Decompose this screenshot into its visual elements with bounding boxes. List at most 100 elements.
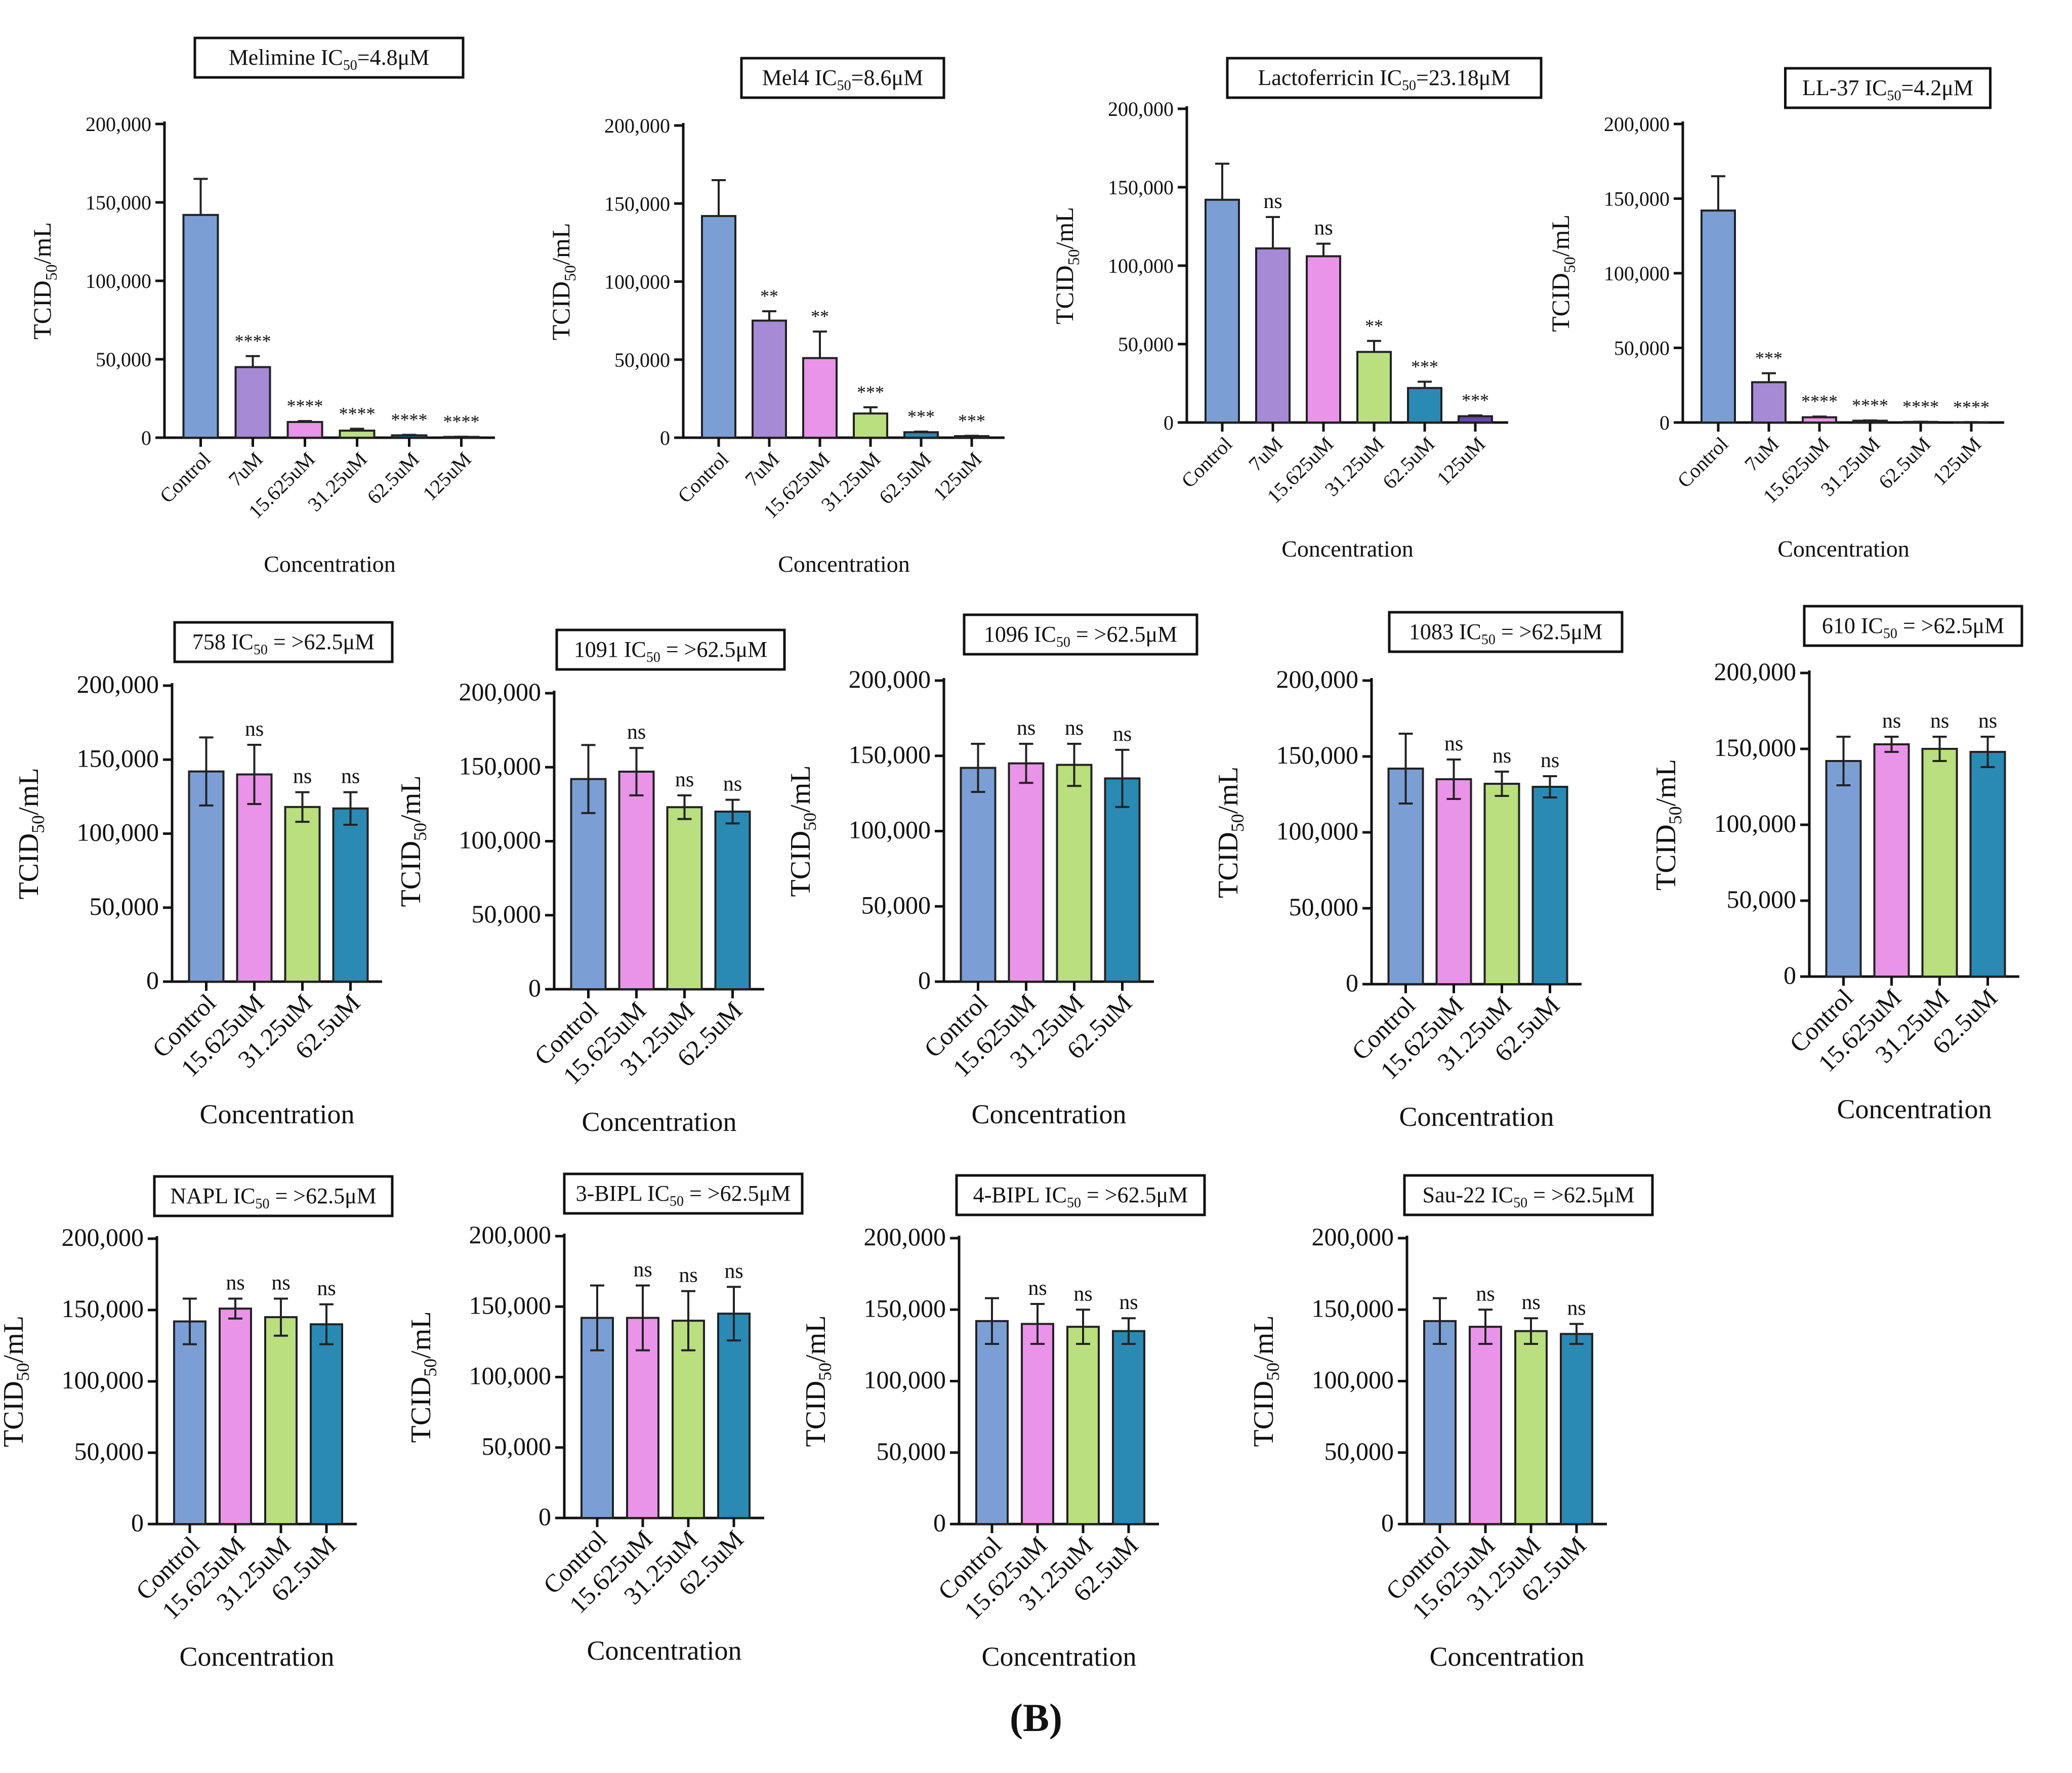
significance-label: ns [627,721,646,744]
bar-31.25uM [1921,748,1958,978]
y-tick-label: 50,000 [861,891,931,919]
chart-panel-8: 1083 IC50 = >62.5μM 0 50,000 100,000 150,000… [1213,611,1624,1132]
significance-label: ns [1930,709,1949,733]
chart-panel-12: 4-BIPL IC50 = >62.5μM 0 50,000 100,000 150,0… [800,1174,1206,1672]
bar-62.5uM [332,807,369,983]
y-tick-label: 100,000 [1312,1366,1394,1394]
bar-Control [1205,198,1240,424]
bar-31.25uM [264,1316,298,1526]
chart-panel-3: Lactoferricin IC50=23.18μM 0 50,000 100,000… [1050,57,1543,562]
y-tick-label: 0 [141,427,151,449]
significance-label: ns [1521,1291,1540,1314]
x-tick-label: 31.25uM [303,448,371,516]
chart-title: 4-BIPL IC50 = >62.5μM [973,1183,1188,1211]
y-tick-label: 200,000 [604,114,670,137]
bar-7uM [234,366,271,439]
y-tick-label: 0 [660,427,670,449]
bar-62.5uM [1112,1330,1145,1525]
x-tick-label: Control [1673,433,1732,492]
y-tick-label: 150,000 [459,751,542,780]
y-tick-label: 50,000 [614,349,670,371]
x-axis-title: Concentration [1777,536,1910,562]
y-tick-label: 100,000 [849,816,931,844]
chart-title: 610 IC50 = >62.5μM [1822,613,2004,642]
y-axis-title: TCID50/mL [1050,207,1083,324]
y-axis-title: TCID50/mL [1248,1316,1283,1447]
significance-label: ns [245,717,264,741]
bar-Control [960,767,997,983]
bar-31.25uM [1514,1330,1548,1525]
y-axis-title: TCID50/mL [395,776,430,907]
significance-label: ns [1444,732,1463,755]
y-tick-label: 150,000 [604,192,670,215]
y-tick-label: 50,000 [482,1432,552,1460]
y-tick-label: 150,000 [77,744,159,772]
chart-title: 3-BIPL IC50 = >62.5μM [576,1181,791,1209]
bar-62.5uM [717,1313,751,1519]
x-tick-label: 7uM [1244,433,1287,476]
x-tick-label: 62.5uM [362,448,424,509]
significance-label: ns [1314,217,1333,240]
significance-label: *** [1755,348,1783,368]
significance-label: ns [271,1271,290,1294]
y-tick-label: 50,000 [74,1437,144,1465]
chart-title-box [1803,605,2023,647]
chart-title: 1083 IC50 = >62.5μM [1409,619,1602,648]
chart-title: 1096 IC50 = >62.5μM [984,622,1177,650]
significance-label: ns [1073,1282,1092,1305]
significance-label: ns [1476,1282,1495,1305]
y-tick-label: 150,000 [864,1294,946,1322]
bar-Control [975,1320,1009,1526]
significance-label: ** [811,306,829,326]
y-tick-label: 200,000 [1276,665,1359,693]
bar-15.625uM [1873,743,1910,978]
y-tick-label: 150,000 [469,1291,552,1319]
significance-label: **** [1902,397,1939,417]
bar-31.25uM [1356,351,1392,424]
chart-panel-10: NAPL IC50 = >62.5μM 0 50,000 100,000 150,000… [0,1175,394,1672]
y-tick-label: 100,000 [1108,255,1174,277]
y-tick-label: 0 [1784,961,1796,989]
significance-label: ns [1882,709,1901,733]
y-tick-label: 50,000 [877,1437,946,1465]
bar-62.5uM [1969,751,2006,978]
x-tick-label: Control [673,448,733,508]
bar-15.625uM [1008,762,1045,983]
chart-panel-6: 1091 IC50 = >62.5μM 0 50,000 100,000 150,000… [395,628,786,1137]
significance-label: ns [1119,1291,1138,1314]
y-axis-title: TCID50/mL [1213,767,1248,898]
chart-title: Melimine IC50=4.8μM [229,45,430,73]
significance-label: ns [679,1264,697,1287]
x-axis-title: Concentration [1837,1094,1992,1124]
y-tick-label: 50,000 [96,348,151,371]
bar-31.25uM [1066,1326,1100,1525]
significance-label: **** [287,396,323,416]
bar-Control [1423,1320,1457,1526]
bar-31.25uM [853,412,888,439]
y-tick-label: 200,000 [849,665,931,693]
y-tick-label: 100,000 [62,1366,144,1394]
y-tick-label: 150,000 [1312,1294,1394,1322]
significance-label: ns [633,1258,652,1281]
y-tick-label: 100,000 [864,1366,946,1394]
chart-title-box [740,57,945,99]
x-axis-title: Concentration [264,551,396,577]
chart-title-box [963,613,1198,656]
bar-62.5uM [1407,387,1442,424]
x-tick-label: 7uM [224,448,267,491]
chart-panel-4: LL-37 IC50=4.2μM 0 50,000 100,000 150,000 200… [1546,67,2004,562]
y-tick-label: 0 [146,966,159,994]
x-axis-title: Concentration [587,1635,742,1666]
significance-label: **** [235,331,271,351]
y-axis-title: TCID50/mL [405,1312,440,1443]
bar-62.5uM [1104,777,1141,983]
y-tick-label: 50,000 [1289,893,1359,921]
y-tick-label: 200,000 [1108,98,1174,120]
y-axis-title: TCID50/mL [800,1316,835,1447]
y-tick-label: 150,000 [1276,741,1359,769]
significance-label: **** [1953,397,1990,417]
significance-label: ns [1065,716,1084,740]
y-tick-label: 0 [918,966,931,994]
y-tick-label: 0 [1381,1508,1394,1537]
bar-62.5uM [310,1323,343,1525]
